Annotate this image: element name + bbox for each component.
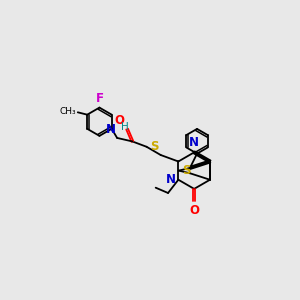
Text: H: H — [121, 122, 129, 132]
Text: N: N — [189, 136, 199, 149]
Text: N: N — [166, 173, 176, 186]
Text: O: O — [189, 204, 199, 217]
Text: F: F — [95, 92, 104, 105]
Text: CH₃: CH₃ — [60, 107, 76, 116]
Text: S: S — [182, 164, 190, 177]
Text: N: N — [106, 123, 116, 136]
Text: O: O — [115, 114, 125, 127]
Text: S: S — [150, 140, 158, 153]
